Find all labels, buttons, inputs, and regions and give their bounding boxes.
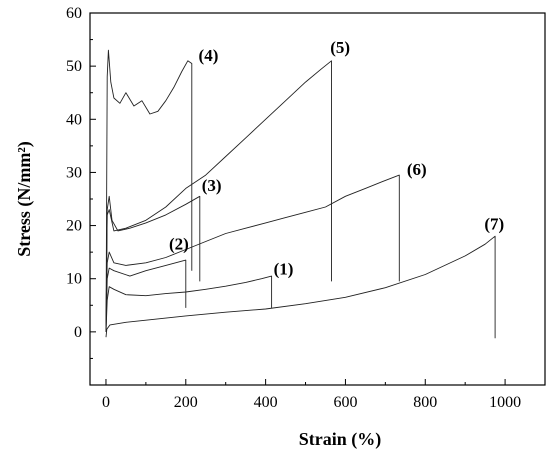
x-tick-label: 200 xyxy=(174,394,198,411)
series-line-7 xyxy=(105,235,496,339)
series-line-3 xyxy=(105,195,201,332)
series-line-5 xyxy=(105,60,332,332)
x-tick-label: 600 xyxy=(333,394,357,411)
x-tick-label: 0 xyxy=(102,394,110,411)
series-label-6: (6) xyxy=(407,160,427,179)
series-line-6 xyxy=(105,174,400,332)
x-tick-label: 800 xyxy=(413,394,437,411)
series-line-4 xyxy=(105,49,193,332)
series-labels: (1) (2) (3) (4) (5) (6) (7) xyxy=(169,38,504,279)
y-tick-label: 10 xyxy=(66,271,82,288)
series-label-5: (5) xyxy=(330,38,350,57)
x-axis-title: Strain (%) xyxy=(299,429,382,450)
series-line-1 xyxy=(105,275,273,332)
y-tick-label: 0 xyxy=(74,324,82,341)
series-line-2 xyxy=(105,259,187,332)
y-tick-label: 20 xyxy=(66,218,82,235)
series-label-7: (7) xyxy=(484,214,504,233)
y-tick-label: 50 xyxy=(66,58,82,75)
y-tick-label: 30 xyxy=(66,164,82,181)
series-label-1: (1) xyxy=(274,259,294,278)
axis-ticks: 0 200 400 600 800 1000 0 10 20 30 40 50 60 xyxy=(66,5,521,411)
x-tick-label: 1000 xyxy=(489,394,521,411)
series-label-3: (3) xyxy=(202,176,222,195)
series-label-4: (4) xyxy=(199,46,219,65)
series-lines xyxy=(105,49,496,339)
y-tick-label: 60 xyxy=(66,5,82,22)
y-axis-title: Stress (N/mm²) xyxy=(14,141,35,257)
y-tick-label: 40 xyxy=(66,111,82,128)
series-label-2: (2) xyxy=(169,234,189,253)
plot-frame xyxy=(89,12,546,386)
x-tick-label: 400 xyxy=(254,394,278,411)
